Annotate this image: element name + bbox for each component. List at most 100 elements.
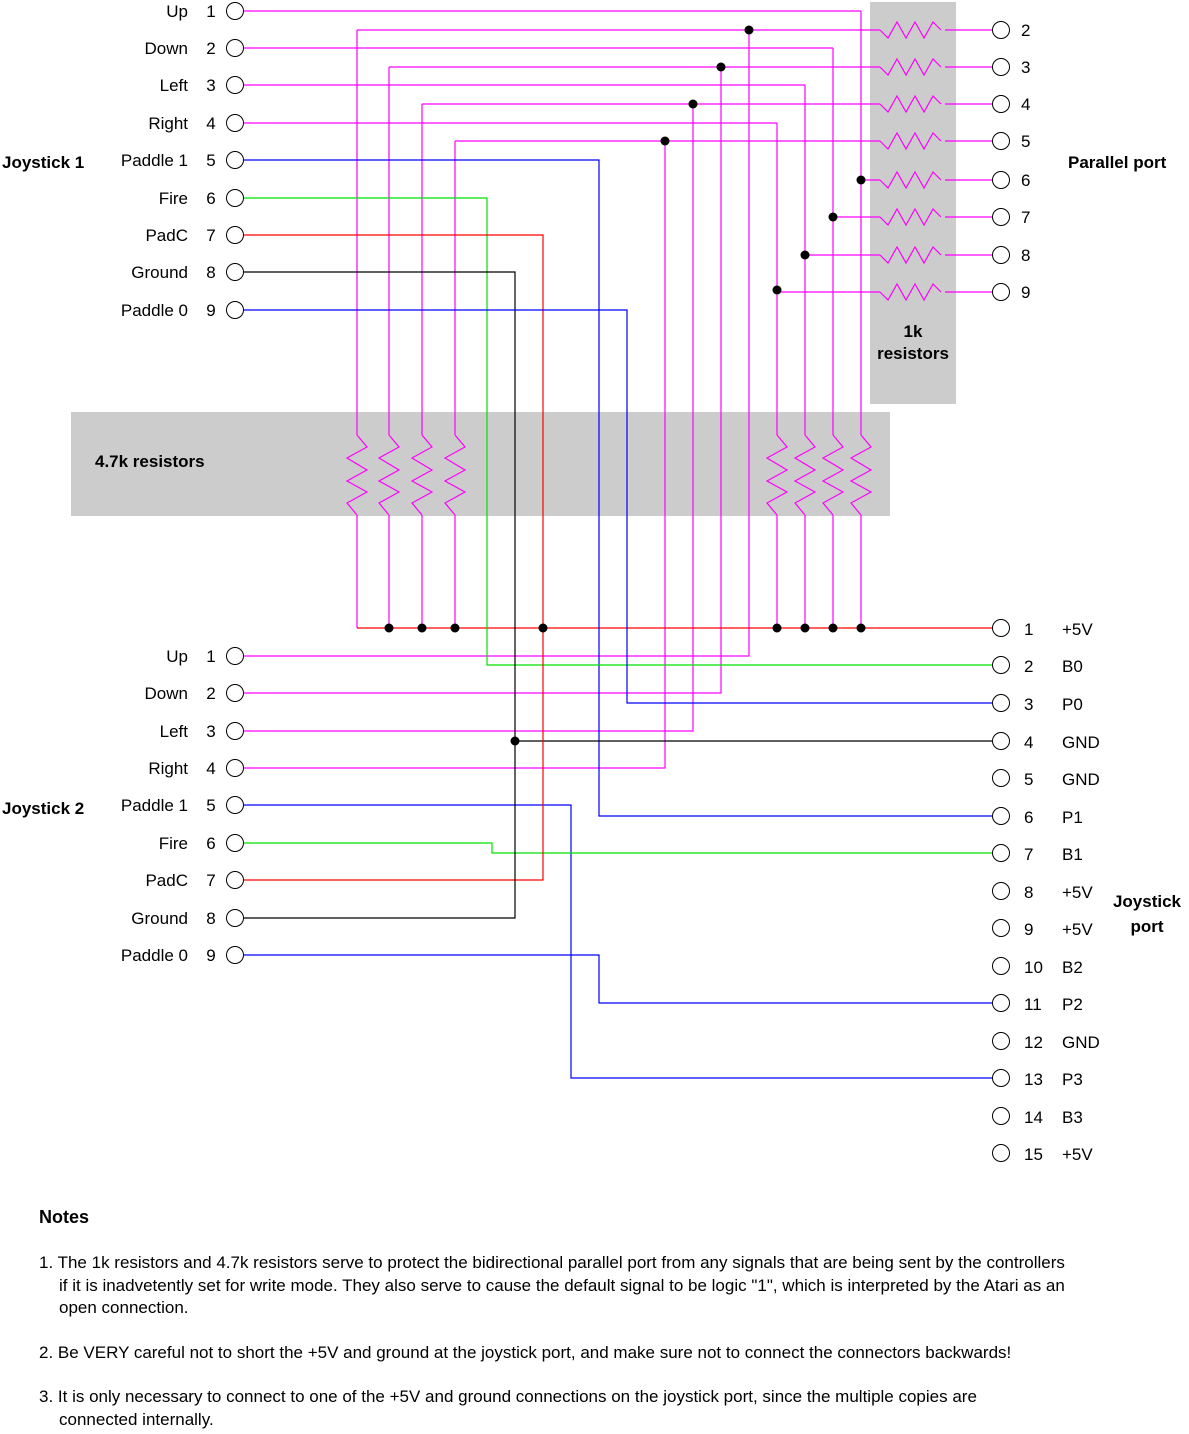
connector-pin: [992, 58, 1010, 76]
joystick-port-pin-name: P1: [1062, 808, 1083, 827]
connector-pin: [226, 2, 244, 20]
note-line: 3. It is only necessary to connect to on…: [39, 1387, 977, 1406]
j2-pin-name: Left: [160, 722, 189, 741]
connector-pin: [226, 39, 244, 57]
junction-dot: [716, 62, 726, 72]
joystick1-title: Joystick 1: [2, 153, 84, 172]
parallel-pin-number: 2: [1021, 21, 1030, 40]
joystick-port-pin-number: 6: [1024, 808, 1033, 827]
resistor-4-7k: [765, 434, 789, 516]
parallel-pin-number: 6: [1021, 171, 1030, 190]
j1-padc-wire: [244, 234, 544, 628]
j2-down-wire: [244, 67, 722, 694]
resistor-1k: [879, 282, 992, 302]
j2-pin-name: Fire: [159, 834, 188, 853]
connector-pin: [226, 722, 244, 740]
parallel-pin-number: 5: [1021, 132, 1030, 151]
j1-pin-number: 7: [206, 226, 215, 245]
connector-pin: [992, 694, 1010, 712]
connector-pin: [226, 151, 244, 169]
j1-pin-number: 4: [206, 114, 215, 133]
j1-paddle1-wire: [244, 159, 992, 817]
joystick-port-title: Joystick: [1113, 892, 1182, 911]
resistor-4-7k-label: 4.7k resistors: [95, 452, 205, 471]
connector-pin: [992, 171, 1010, 189]
j2-paddle0-wire: [244, 954, 992, 1004]
junction-dot: [384, 623, 394, 633]
note-line: if it is inadvetently set for write mode…: [59, 1275, 1065, 1295]
resistor-4-7k: [849, 434, 873, 516]
connector-pin: [992, 246, 1010, 264]
connector-pin: [992, 95, 1010, 113]
junction-dot: [688, 99, 698, 109]
joystick-port-pin-name: GND: [1062, 1033, 1100, 1052]
note-item: 1. The 1k resistors and 4.7k resistors s…: [39, 1252, 1189, 1320]
joystick-port-pin-number: 9: [1024, 920, 1033, 939]
j2-pin-number: 9: [206, 946, 215, 965]
connector-pin: [226, 871, 244, 889]
j2-left-wire: [244, 104, 694, 732]
joystick-port-pin-number: 1: [1024, 620, 1033, 639]
connector-pin: [226, 834, 244, 852]
j1-pin-name: Fire: [159, 189, 188, 208]
resistor-1k: [879, 170, 992, 190]
junction-dot: [744, 25, 754, 35]
j1-pin-name: Paddle 1: [121, 151, 188, 170]
j1-pin-name: Right: [148, 114, 188, 133]
joystick-port-pin-name: B1: [1062, 845, 1083, 864]
j1-pin-name: Up: [166, 2, 188, 21]
j2-right-wire: [244, 141, 666, 769]
joystick-port-title: port: [1130, 917, 1163, 936]
junction-dot: [828, 623, 838, 633]
j1-pin-name: Left: [160, 76, 189, 95]
connector-pin: [992, 1144, 1010, 1162]
junction-dot: [450, 623, 460, 633]
notes-section: Notes 1. The 1k resistors and 4.7k resis…: [39, 1207, 1189, 1434]
connector-pin: [226, 759, 244, 777]
j1-pin-number: 6: [206, 189, 215, 208]
junction-dot: [856, 623, 866, 633]
j2-pin-name: Paddle 0: [121, 946, 188, 965]
connector-pin: [992, 283, 1010, 301]
joystick-port-pin-number: 12: [1024, 1033, 1043, 1052]
connector-pin: [226, 909, 244, 927]
connector-pin: [992, 769, 1010, 787]
joystick-port-pin-name: +5V: [1062, 920, 1093, 939]
connector-pin: [992, 21, 1010, 39]
parallel-pin-number: 4: [1021, 95, 1030, 114]
j2-pin-number: 4: [206, 759, 215, 778]
connector-pin: [992, 208, 1010, 226]
joystick-port-pin-name: B3: [1062, 1108, 1083, 1127]
resistor-1k-label: 1k: [904, 322, 923, 341]
resistor-1k-label: resistors: [877, 344, 949, 363]
parallel-port-title: Parallel port: [1068, 153, 1167, 172]
parallel-pin-number: 8: [1021, 246, 1030, 265]
connector-pin: [992, 1032, 1010, 1050]
joystick-port-pin-number: 5: [1024, 770, 1033, 789]
j2-pin-name: Paddle 1: [121, 796, 188, 815]
joystick-port-pin-number: 10: [1024, 958, 1043, 977]
j2-pin-name: Ground: [131, 909, 188, 928]
joystick-port-pin-number: 7: [1024, 845, 1033, 864]
j2-fire-wire: [244, 842, 992, 854]
j1-ground-wire: [244, 271, 992, 742]
note-line: open connection.: [59, 1298, 189, 1317]
junction-dot: [772, 623, 782, 633]
j1-pin-name: Down: [145, 39, 188, 58]
resistor-box-4-7k: [71, 412, 890, 516]
junction-dot: [417, 623, 427, 633]
connector-pin: [992, 132, 1010, 150]
j1-pin-number: 1: [206, 2, 215, 21]
j2-pin-name: Down: [145, 684, 188, 703]
joystick-port-pin-name: P0: [1062, 695, 1083, 714]
j1-pin-number: 9: [206, 301, 215, 320]
joystick-port-pin-number: 4: [1024, 733, 1033, 752]
junction-dot: [772, 285, 782, 295]
j2-up-wire: [244, 30, 750, 657]
j1-pin-number: 2: [206, 39, 215, 58]
connector-pin: [992, 619, 1010, 637]
joystick-port-pin-number: 11: [1024, 995, 1042, 1014]
note-line: connected internally.: [59, 1409, 214, 1429]
resistor-1k: [879, 20, 992, 40]
